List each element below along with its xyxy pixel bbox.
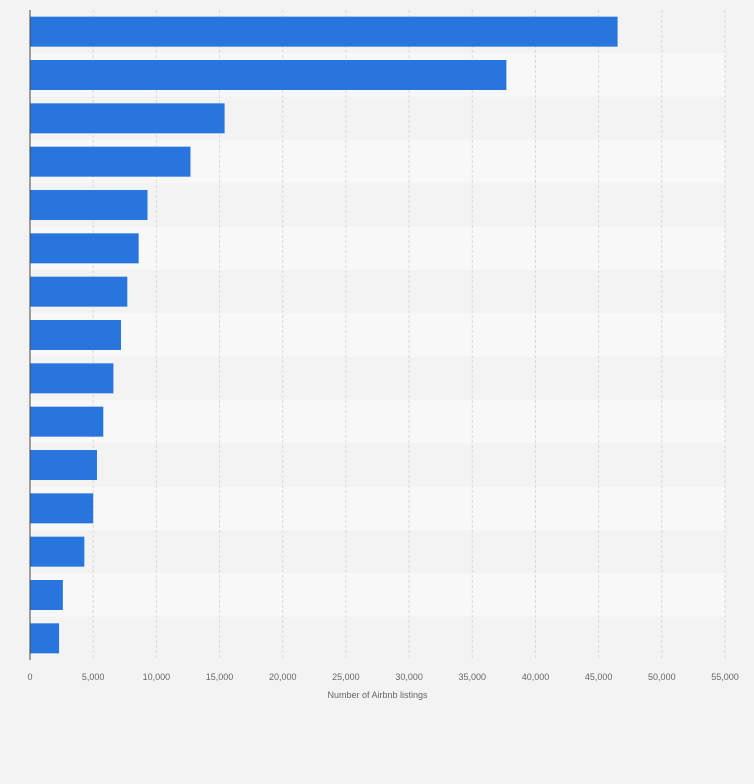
row-band [30,486,725,530]
bar[interactable] [30,320,121,350]
x-tick-label: 55,000 [711,672,739,682]
row-band [30,400,725,444]
x-tick-label: 20,000 [269,672,297,682]
bar[interactable] [30,580,63,610]
x-tick-label: 10,000 [143,672,171,682]
row-band [30,573,725,617]
x-tick-label: 35,000 [459,672,487,682]
x-tick-label: 40,000 [522,672,550,682]
x-tick-label: 50,000 [648,672,676,682]
bar[interactable] [30,16,618,47]
bar[interactable] [30,233,139,264]
bars [30,16,618,654]
bar[interactable] [30,276,128,307]
x-tick-label: 25,000 [332,672,360,682]
row-band [30,313,725,357]
x-tick-label: 15,000 [206,672,234,682]
x-tick-label: 0 [27,672,32,682]
x-axis-title: Number of Airbnb listings [327,690,428,700]
bar[interactable] [30,146,191,177]
x-tick-label: 5,000 [82,672,105,682]
row-band [30,530,725,574]
row-band [30,226,725,270]
bar[interactable] [30,536,85,567]
row-band [30,443,725,487]
x-tick-labels: 0 5,000 10,000 15,000 20,000 25,000 30,000 35,0… [27,672,738,682]
row-band [30,616,725,660]
bar[interactable] [30,450,97,480]
x-tick-label: 45,000 [585,672,613,682]
bar[interactable] [30,406,104,437]
bar[interactable] [30,493,94,524]
bar[interactable] [30,623,60,654]
row-band [30,356,725,400]
x-tick-label: 30,000 [395,672,423,682]
bar[interactable] [30,190,148,220]
bar[interactable] [30,103,225,134]
bar[interactable] [30,363,114,394]
row-band [30,270,725,314]
bar[interactable] [30,60,507,90]
